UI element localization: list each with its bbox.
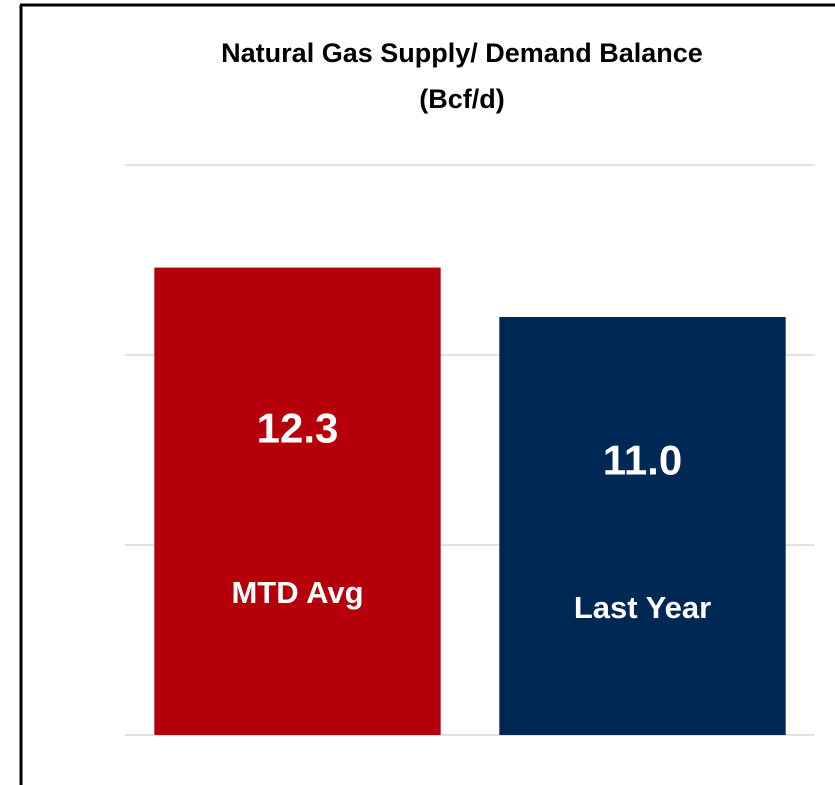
chart-title: Natural Gas Supply/ Demand Balance: [221, 38, 703, 68]
category-label: Last Year: [574, 590, 711, 625]
value-label: 11.0: [603, 436, 682, 483]
bar: [154, 267, 441, 735]
chart-subtitle: (Bcf/d): [419, 84, 504, 114]
category-label: MTD Avg: [231, 575, 363, 610]
value-label: 12.3: [257, 404, 339, 451]
bar: [499, 317, 786, 735]
